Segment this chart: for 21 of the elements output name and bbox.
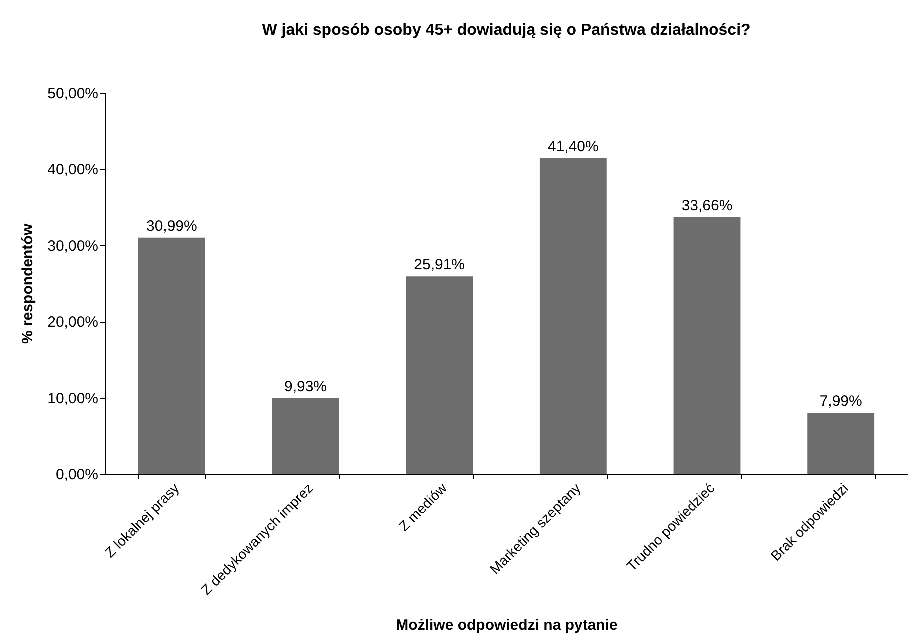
bar: [540, 158, 607, 474]
chart-title: W jaki sposób osoby 45+ dowiadują się o Państwa działalności?: [262, 22, 751, 39]
bar: [808, 413, 875, 474]
data-label: 7,99%: [820, 393, 862, 410]
y-tick-label: 40,00%: [48, 162, 98, 179]
data-label: 25,91%: [414, 256, 466, 274]
y-tick-label: 0,00%: [56, 466, 98, 484]
x-axis-title: Możliwe odpowiedzi na pytanie: [396, 617, 618, 634]
bar: [272, 398, 340, 474]
y-tick-label: 20,00%: [48, 314, 98, 332]
bar: [138, 238, 206, 474]
y-tick-label: 50,00%: [48, 86, 98, 102]
data-label: 9,93%: [284, 378, 328, 396]
data-label: 41,40%: [548, 138, 599, 156]
data-label: 33,66%: [682, 198, 733, 215]
bar: [674, 218, 741, 474]
y-tick-label: 30,00%: [48, 238, 98, 255]
y-tick-label: 10,00%: [48, 390, 98, 408]
y-axis-title: % respondentów: [20, 224, 37, 344]
bar: [406, 276, 474, 474]
data-label: 30,99%: [146, 218, 198, 235]
